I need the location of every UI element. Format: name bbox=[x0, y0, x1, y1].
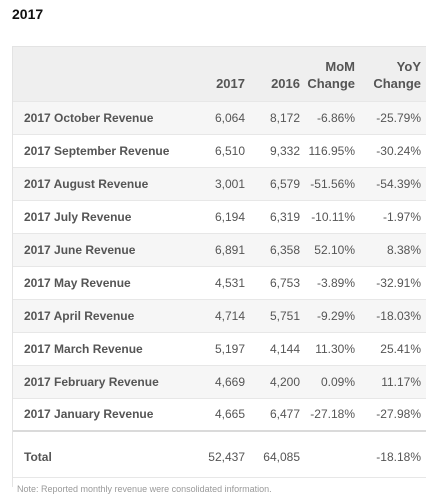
cell-yoy: -54.39% bbox=[376, 176, 421, 191]
total-label: Total bbox=[24, 450, 52, 465]
cell-yoy: -32.91% bbox=[376, 275, 421, 290]
cell-mom: 0.09% bbox=[320, 374, 355, 389]
header-yoy-line1: YoY bbox=[396, 58, 421, 74]
table-row: 2017 October Revenue 6,064 8,172 -6.86% … bbox=[13, 101, 426, 134]
cell-2016: 6,358 bbox=[269, 242, 300, 257]
table-row: 2017 February Revenue 4,669 4,200 0.09% … bbox=[13, 365, 426, 398]
total-2016: 64,085 bbox=[263, 450, 300, 465]
header-mom-line2: Change bbox=[307, 75, 355, 91]
cell-yoy: -18.03% bbox=[376, 308, 421, 323]
total-2017: 52,437 bbox=[208, 450, 245, 465]
cell-mom: -10.11% bbox=[311, 209, 355, 224]
cell-mom: -9.29% bbox=[316, 308, 355, 323]
row-label: 2017 May Revenue bbox=[24, 275, 131, 290]
table-header-row: 2017 2016 MoM Change YoY Change bbox=[13, 47, 426, 101]
cell-mom: -3.89% bbox=[316, 275, 355, 290]
cell-2017: 4,669 bbox=[214, 374, 245, 389]
table-row: 2017 July Revenue 6,194 6,319 -10.11% -1… bbox=[13, 200, 426, 233]
cell-2016: 6,477 bbox=[269, 407, 300, 422]
cell-mom: 116.95% bbox=[308, 143, 355, 158]
cell-2016: 4,200 bbox=[269, 374, 300, 389]
page-title: 2017 bbox=[12, 6, 44, 22]
table-row: 2017 June Revenue 6,891 6,358 52.10% 8.3… bbox=[13, 233, 426, 266]
cell-2017: 4,531 bbox=[214, 275, 245, 290]
row-label: 2017 January Revenue bbox=[24, 407, 154, 422]
cell-2017: 6,194 bbox=[214, 209, 245, 224]
note-row: Note: Reported monthly revenue were cons… bbox=[13, 476, 426, 500]
revenue-table-panel: 2017 2016 MoM Change YoY Change 2017 Octob… bbox=[12, 46, 426, 500]
cell-2017: 5,197 bbox=[214, 341, 245, 356]
cell-mom: -27.18% bbox=[310, 407, 355, 422]
row-label: 2017 July Revenue bbox=[24, 209, 132, 224]
cell-2017: 4,665 bbox=[214, 407, 245, 422]
cell-2016: 6,319 bbox=[269, 209, 300, 224]
header-mom-line1: MoM bbox=[325, 58, 355, 74]
header-yoy-change: YoY Change bbox=[361, 47, 426, 101]
table-row: 2017 March Revenue 5,197 4,144 11.30% 25… bbox=[13, 332, 426, 365]
row-label: 2017 October Revenue bbox=[24, 110, 154, 125]
cell-yoy: 25.41% bbox=[380, 341, 421, 356]
cell-yoy: 8.38% bbox=[386, 242, 421, 257]
cell-2017: 6,064 bbox=[214, 110, 245, 125]
cell-2017: 3,001 bbox=[214, 176, 245, 191]
row-label: 2017 March Revenue bbox=[24, 341, 143, 356]
revenue-table: 2017 2016 MoM Change YoY Change 2017 Octob… bbox=[13, 47, 426, 500]
header-label bbox=[13, 47, 192, 101]
cell-2016: 4,144 bbox=[269, 341, 300, 356]
cell-mom: 52.10% bbox=[314, 242, 355, 257]
cell-yoy: -27.98% bbox=[376, 407, 421, 422]
total-row: Total 52,437 64,085 -18.18% bbox=[13, 431, 426, 477]
header-2017: 2017 bbox=[216, 75, 245, 91]
cell-2017: 6,891 bbox=[214, 242, 245, 257]
row-label: 2017 February Revenue bbox=[24, 374, 159, 389]
cell-2017: 4,714 bbox=[214, 308, 245, 323]
cell-yoy: 11.17% bbox=[381, 374, 421, 389]
table-row: 2017 January Revenue 4,665 6,477 -27.18%… bbox=[13, 398, 426, 431]
table-row: 2017 August Revenue 3,001 6,579 -51.56% … bbox=[13, 167, 426, 200]
cell-mom: -6.86% bbox=[316, 110, 355, 125]
cell-yoy: -1.97% bbox=[382, 209, 421, 224]
table-row: 2017 April Revenue 4,714 5,751 -9.29% -1… bbox=[13, 299, 426, 332]
cell-yoy: -25.79% bbox=[376, 110, 421, 125]
cell-2017: 6,510 bbox=[214, 143, 245, 158]
total-mom bbox=[306, 431, 361, 477]
table-row: 2017 May Revenue 4,531 6,753 -3.89% -32.… bbox=[13, 266, 426, 299]
row-label: 2017 April Revenue bbox=[24, 308, 135, 323]
header-2016: 2016 bbox=[271, 75, 300, 91]
total-yoy: -18.18% bbox=[376, 450, 421, 465]
row-label: 2017 June Revenue bbox=[24, 242, 136, 257]
cell-2016: 6,753 bbox=[269, 275, 300, 290]
cell-yoy: -30.24% bbox=[376, 143, 421, 158]
cell-2016: 6,579 bbox=[269, 176, 300, 191]
cell-2016: 9,332 bbox=[269, 143, 300, 158]
row-label: 2017 September Revenue bbox=[24, 143, 170, 158]
header-yoy-line2: Change bbox=[373, 75, 421, 91]
cell-2016: 8,172 bbox=[269, 110, 300, 125]
cell-mom: -51.56% bbox=[310, 176, 355, 191]
table-row: 2017 September Revenue 6,510 9,332 116.9… bbox=[13, 134, 426, 167]
row-label: 2017 August Revenue bbox=[24, 176, 149, 191]
header-mom-change: MoM Change bbox=[306, 47, 361, 101]
cell-mom: 11.30% bbox=[315, 341, 355, 356]
table-note: Note: Reported monthly revenue were cons… bbox=[13, 476, 426, 500]
cell-2016: 5,751 bbox=[269, 308, 300, 323]
